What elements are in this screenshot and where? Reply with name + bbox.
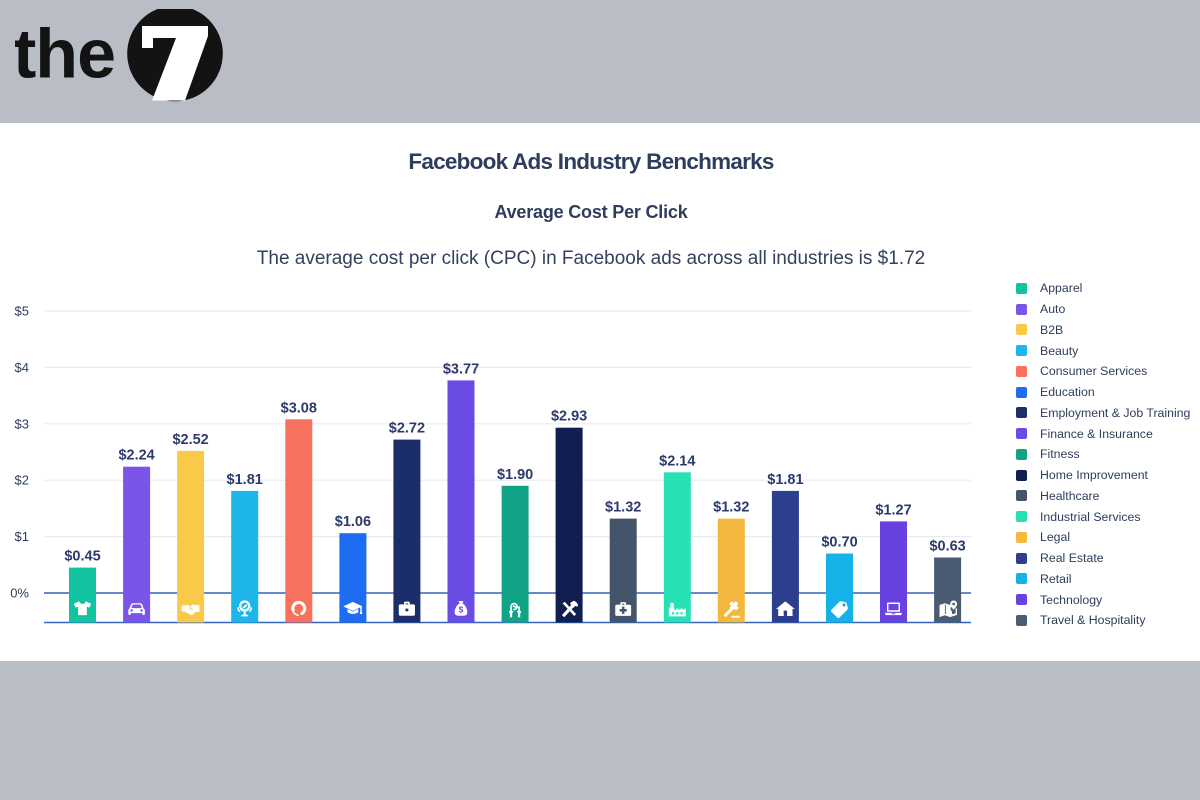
svg-text:the: the — [15, 15, 115, 93]
svg-text:0%: 0% — [10, 586, 29, 601]
svg-text:$1.27: $1.27 — [875, 502, 911, 518]
svg-text:$1.32: $1.32 — [713, 500, 749, 516]
svg-text:$3: $3 — [15, 416, 29, 431]
svg-text:$3.77: $3.77 — [443, 361, 479, 377]
svg-text:$0.70: $0.70 — [821, 535, 857, 551]
svg-text:$4: $4 — [15, 360, 29, 375]
svg-text:$1.90: $1.90 — [497, 467, 533, 483]
svg-text:$2.52: $2.52 — [172, 432, 208, 448]
svg-text:$3.08: $3.08 — [281, 400, 317, 416]
svg-text:$1.32: $1.32 — [605, 500, 641, 516]
svg-text:$0.63: $0.63 — [929, 539, 965, 555]
svg-text:$2.72: $2.72 — [389, 421, 425, 437]
svg-text:$1.81: $1.81 — [227, 472, 263, 488]
svg-text:$1: $1 — [15, 529, 29, 544]
svg-text:$2: $2 — [15, 473, 29, 488]
svg-text:$: $ — [459, 605, 464, 615]
svg-text:$0.45: $0.45 — [64, 549, 100, 565]
svg-text:$5: $5 — [15, 304, 29, 319]
svg-text:$1.81: $1.81 — [767, 472, 803, 488]
svg-text:$2.24: $2.24 — [118, 448, 154, 464]
svg-text:$1.06: $1.06 — [335, 514, 371, 530]
svg-text:$2.14: $2.14 — [659, 453, 695, 469]
svg-text:$2.93: $2.93 — [551, 409, 587, 425]
